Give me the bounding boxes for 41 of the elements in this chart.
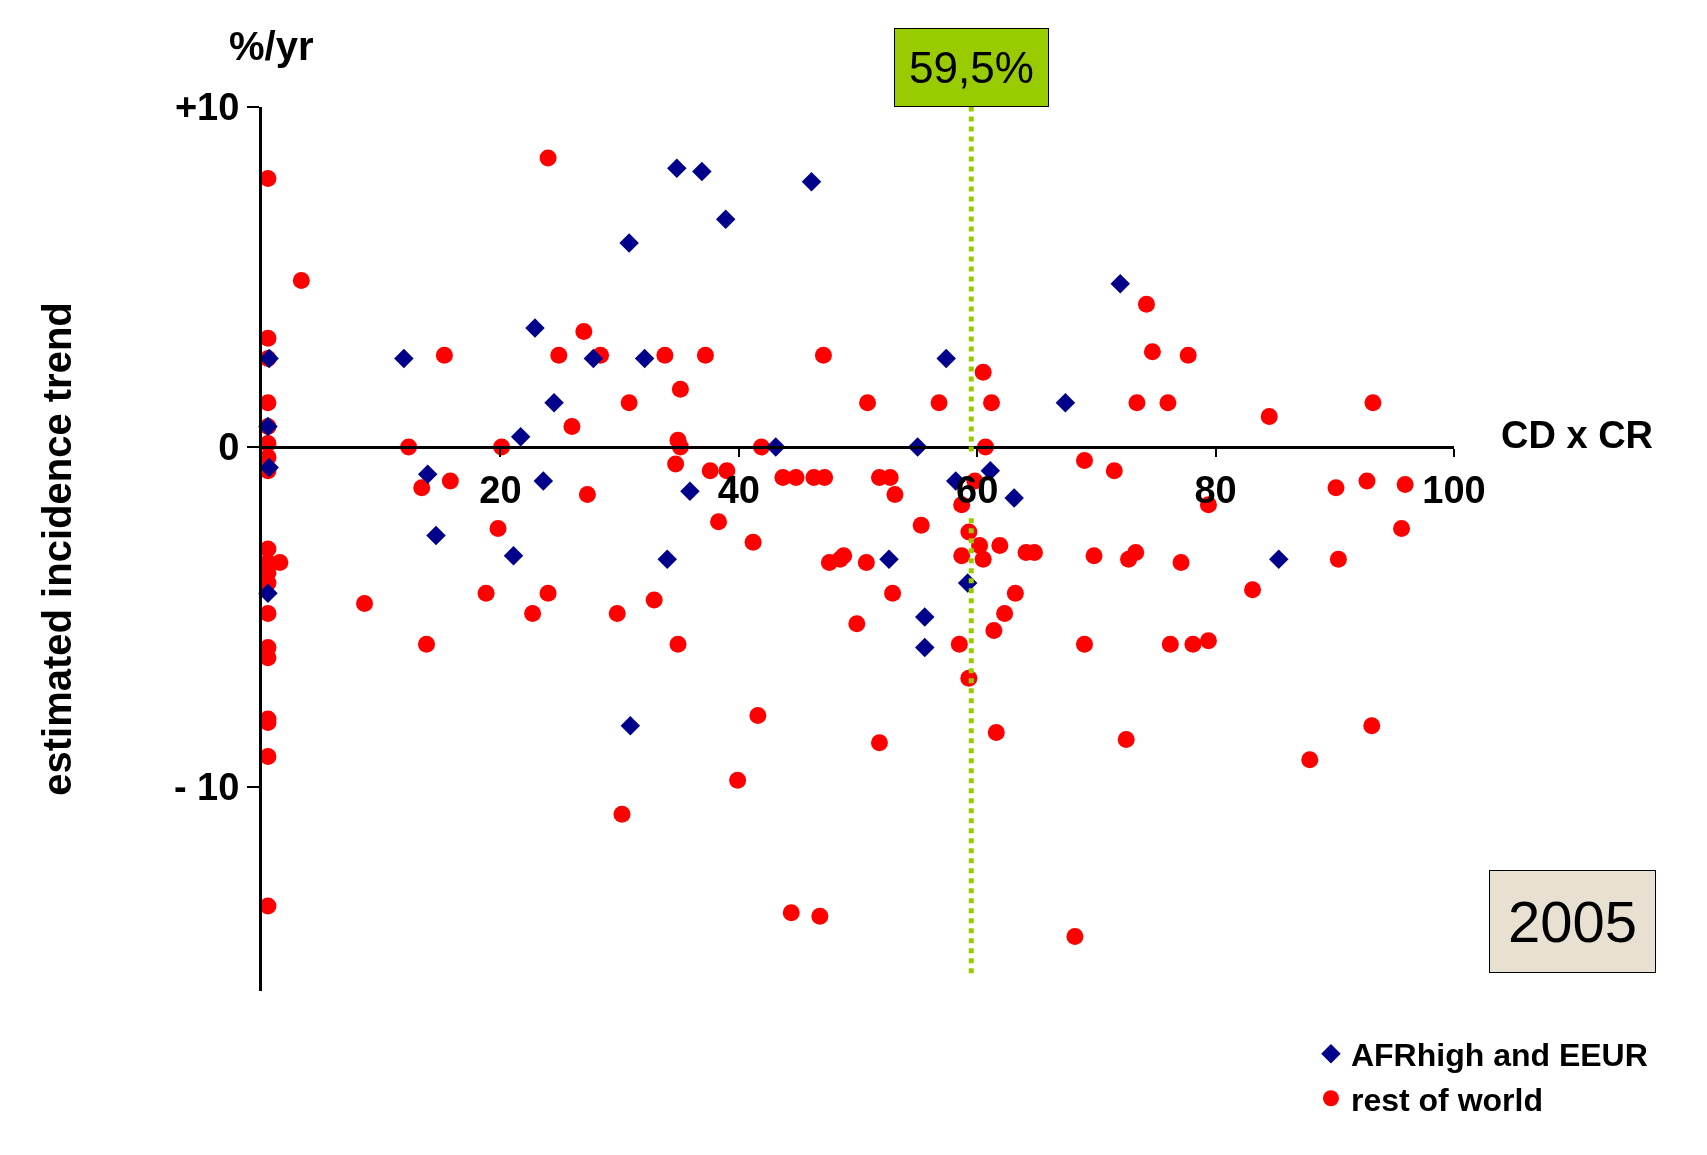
- point: [657, 549, 678, 569]
- point: [510, 427, 531, 447]
- point: [544, 393, 564, 413]
- y-axis-title: estimated incidence trend: [35, 302, 80, 796]
- y-tick-label: 0: [218, 426, 240, 469]
- point: [915, 637, 935, 658]
- point: [801, 172, 822, 192]
- x-tick-label: 20: [479, 468, 522, 511]
- point: [680, 481, 700, 501]
- point: [533, 471, 554, 491]
- point: [1269, 549, 1289, 569]
- point: [1110, 274, 1130, 294]
- point: [915, 607, 935, 627]
- x-tick-label: 40: [717, 468, 760, 511]
- point: [692, 161, 712, 182]
- legend-label: AFRhigh and EEUR: [1350, 1037, 1648, 1074]
- point: [259, 457, 279, 478]
- point: [667, 158, 687, 178]
- point: [620, 716, 641, 736]
- point: [394, 348, 414, 369]
- point: [879, 549, 899, 569]
- point: [525, 318, 545, 338]
- point: [583, 348, 604, 369]
- text: 2005: [1508, 889, 1638, 954]
- y-tick-label: +10: [174, 86, 240, 129]
- point: [936, 348, 956, 369]
- point: [1004, 488, 1024, 508]
- point: [619, 233, 639, 253]
- point: [715, 209, 736, 229]
- text: %/yr: [229, 24, 314, 68]
- legend-label: rest of world: [1350, 1081, 1543, 1118]
- point: [426, 525, 446, 546]
- point: [1055, 393, 1076, 413]
- x-axis-title: CD x CR: [1501, 414, 1654, 456]
- x-tick-label: 100: [1422, 468, 1486, 511]
- y-tick-label: - 10: [173, 766, 240, 809]
- point: [503, 546, 524, 566]
- x-tick-label: 80: [1194, 468, 1237, 511]
- point: [634, 348, 655, 369]
- ref-line-label: 59,5%: [909, 43, 1034, 92]
- point: [417, 464, 438, 484]
